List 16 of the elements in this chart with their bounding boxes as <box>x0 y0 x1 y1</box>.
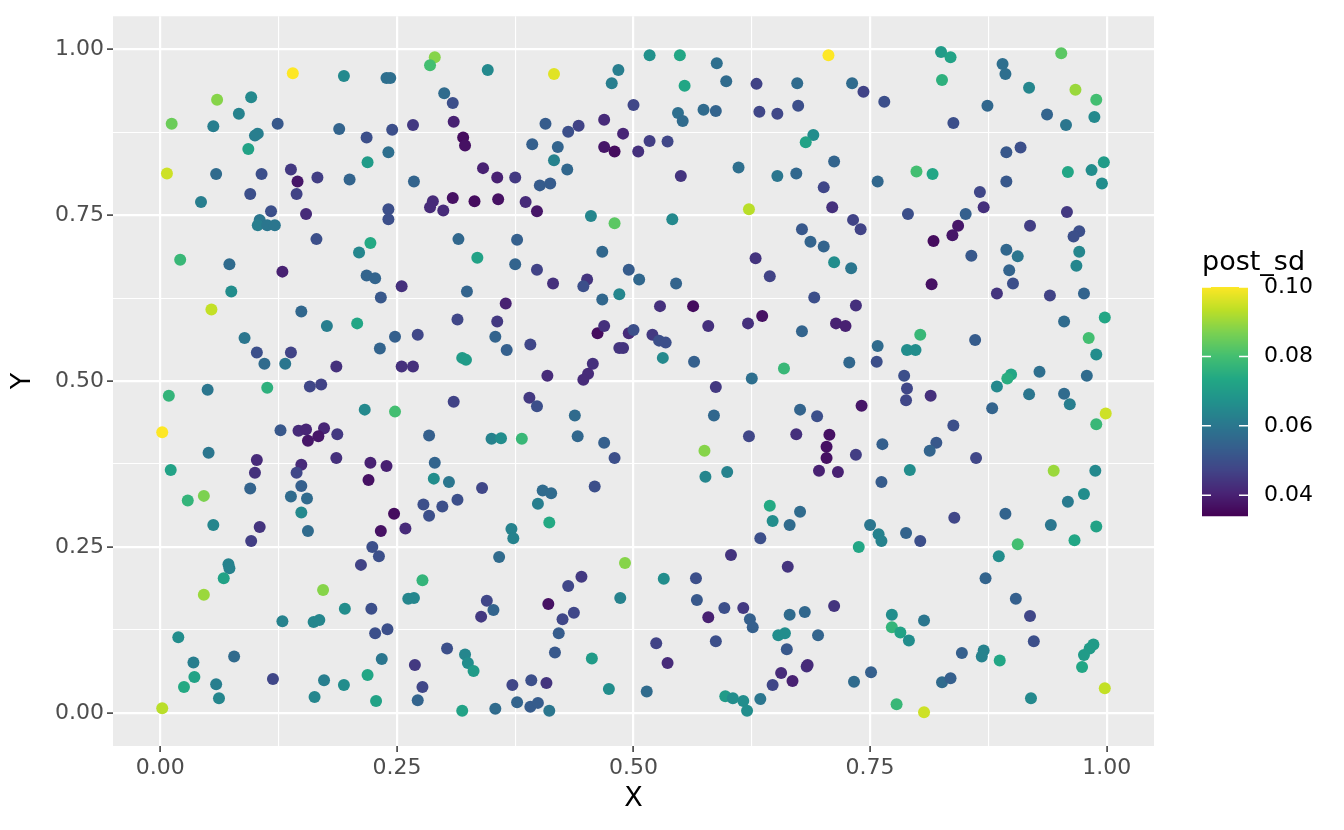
y-tick-label: 0.25 <box>55 532 104 558</box>
y-tick-label: 0.75 <box>55 200 104 226</box>
x-tick-label: 1.00 <box>1082 753 1132 779</box>
x-tick-label: 0.50 <box>609 753 658 779</box>
y-tick-label: 1.00 <box>55 35 104 61</box>
x-tick-label: 0.00 <box>135 753 185 779</box>
y-tick-label: 0.50 <box>55 366 104 392</box>
x-axis-title: X <box>624 780 643 812</box>
x-tick-label: 0.25 <box>372 753 422 779</box>
color-bar-title: post_sd <box>1202 245 1306 276</box>
color-bar-label: 0.06 <box>1264 411 1313 437</box>
y-axis-title: Y <box>5 372 37 391</box>
y-tick-label: 0.00 <box>55 698 104 724</box>
color-bar-label: 0.08 <box>1264 342 1313 368</box>
color-bar-label: 0.04 <box>1264 480 1313 506</box>
x-tick-label: 0.75 <box>845 753 895 779</box>
